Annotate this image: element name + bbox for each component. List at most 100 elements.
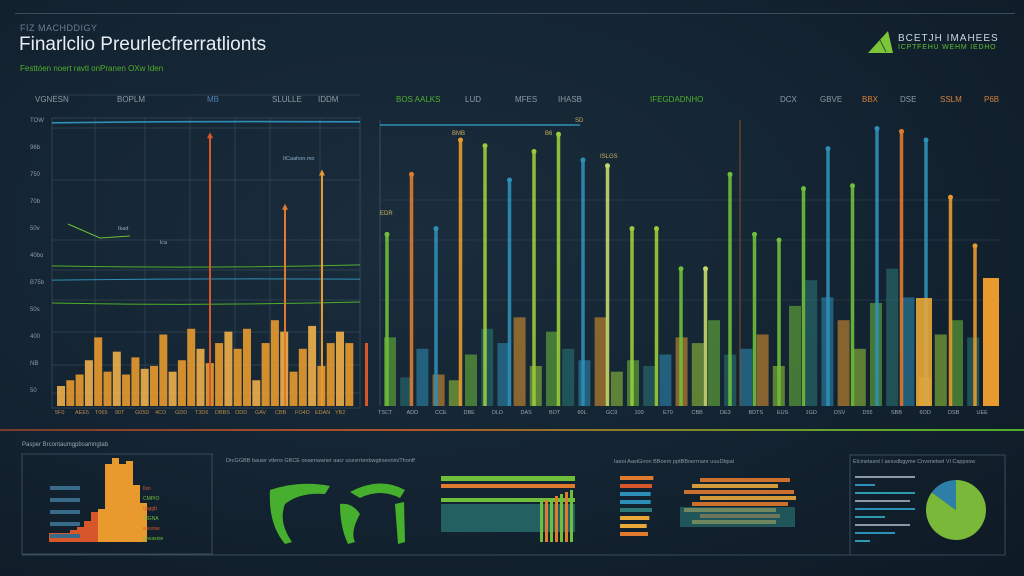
panel5-list-bar [855,524,910,526]
spike-marker [531,148,537,154]
annotation: B6 [545,131,553,137]
y-tick-label: NB [30,361,38,367]
spike-marker [384,231,390,237]
stack-bar [560,494,563,542]
arrow-head-icon [282,203,288,210]
right-bar [853,348,866,406]
panel5-list-bar [855,476,915,478]
right-bar [934,334,947,406]
panel4-bar [692,484,778,488]
left-bar [75,374,84,406]
panel5-list-bar [855,532,895,534]
left-bar [57,385,65,406]
column-header: LUD [465,95,482,104]
y-tick-label: 750 [30,172,41,178]
right-bar [465,354,477,406]
spike-marker [482,143,488,149]
left-bar [84,360,93,406]
left-edge-bar [365,343,368,406]
x-tick-label: D55 [863,410,873,416]
panel1-legend-label: wesnse [143,526,160,532]
spike-marker [948,194,953,200]
left-bar [252,380,261,406]
panel5-list-bar [855,516,885,518]
panel4-left-bar [620,484,652,488]
stack-area [441,504,575,532]
panel1-frame [21,453,213,555]
panel1-bar [84,521,91,542]
x-tick-label: EUS [777,410,789,416]
left-bar [131,357,140,406]
spike-marker [629,226,635,232]
spike-marker [409,171,414,177]
panel1-legend-label: qaggtt [143,506,158,512]
x-tick-label: 60L [578,410,587,416]
right-bar [740,348,753,406]
x-tick-label: DBBS [215,410,230,416]
spike-marker [458,137,463,143]
right-bar [789,305,801,406]
spike-marker [850,183,855,189]
spike-marker [899,128,904,134]
panel4-left-bar [620,524,647,528]
panel1-bar [105,464,112,542]
x-tick-label: GC9 [606,410,617,416]
x-tick-label: EDAN [315,410,330,416]
panel5-list-bar [855,492,915,494]
right-bar [529,365,542,406]
page-title: Finarlclio Preurlecfrerratlionts [19,34,267,55]
column-header: MFES [515,95,538,104]
panel1-bar [119,464,126,542]
panel1-legend-bar [50,522,80,526]
column-header: SLULLE [272,95,302,104]
left-bar [122,374,131,406]
column-header: BOS AALKS [396,95,441,104]
x-tick-label: 1GD [806,410,817,416]
left-bar [298,348,307,406]
spike-marker [801,186,806,192]
x-tick-label: BDTS [749,410,764,416]
main-chart: TOW 96b 750 70b 50v 40bo B75b 50s 400 NB 50 5F0 AEE5… [30,94,1000,416]
left-bar [215,343,224,406]
stack-bar [545,500,548,542]
panel4-bar [684,490,794,494]
x-tick-label: 100 [635,410,644,416]
x-tick-label: DSB [948,410,960,416]
spike-marker [972,243,978,249]
panel5-list-bar [855,484,875,486]
x-tick-label: 5F0 [55,410,64,416]
column-header: P6B [984,95,1000,104]
column-header: IFEGDADNHO [650,95,704,104]
annotation: SD [575,118,584,124]
stack-bar [555,496,558,542]
spike-marker [433,226,439,232]
column-header: BBX [862,95,879,104]
column-header: BOPLM [117,95,146,104]
trend-line [51,120,361,124]
panel4-bar [692,502,788,506]
right-bar [805,280,818,406]
panel4-area [680,507,795,527]
x-tick-label: ODD [235,410,247,416]
x-tick-label: DBE [464,410,476,416]
panel1-bar [126,461,133,542]
y-tick-label: B75b [30,280,45,286]
panel1-legend-bar [50,534,80,538]
y-tick-label: 50v [30,226,40,232]
left-bar [140,368,149,406]
spike-marker [678,266,684,272]
panel2-title: DrcGGBB bauwr vtlens GBCE ooaenwaner aac… [226,458,415,464]
stack-bar [565,492,568,542]
panel5-list-bar [855,508,915,510]
panel4-left-bar [620,516,650,520]
right-bar [448,380,461,406]
right-bar [951,320,963,406]
x-tick-label: DSV [834,410,846,416]
x-tick-label: GDD [175,410,187,416]
stack-bar [441,498,575,502]
right-bar [416,348,429,406]
spike-marker [776,237,782,243]
x-tick-label: DLD [492,410,503,416]
left-bar [187,328,196,406]
panel4-left-bar [620,476,654,480]
